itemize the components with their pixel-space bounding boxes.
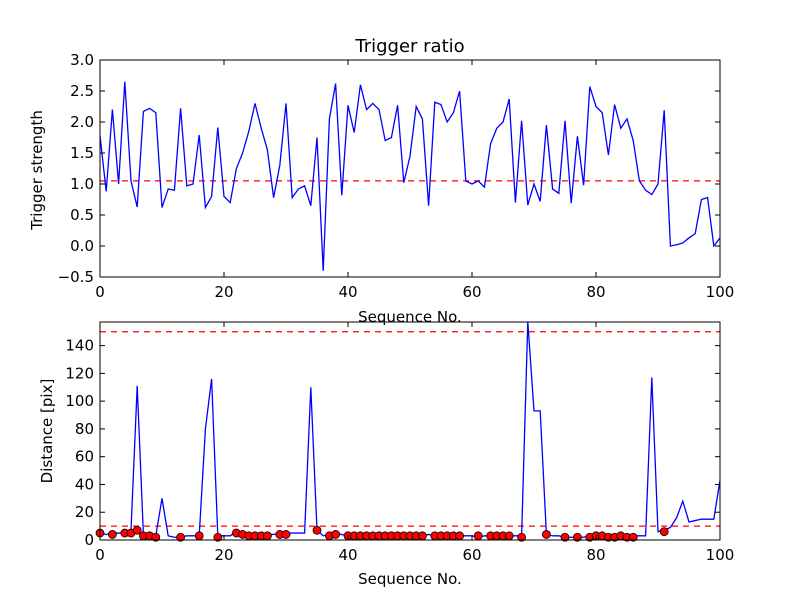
top-x-tick-label: 40 xyxy=(338,283,357,301)
bottom-marker-point xyxy=(281,530,291,539)
bottom-marker-point xyxy=(560,532,570,542)
bottom-y-tick-label: 20 xyxy=(75,503,94,521)
bottom-marker-point xyxy=(517,532,526,542)
bottom-marker-point xyxy=(176,532,186,542)
bottom-y-axis-label: Distance [pix] xyxy=(38,379,56,484)
bottom-axes: 0 20 40 60 80 100 0 20 40 60 80 100 120 140 xyxy=(65,321,735,564)
bottom-x-tick-label: 60 xyxy=(462,546,481,564)
top-chart-title: Trigger ratio xyxy=(354,36,464,57)
top-frame xyxy=(99,59,721,278)
bottom-marker-point xyxy=(132,525,142,535)
bottom-marker-point xyxy=(151,532,161,542)
bottom-y-tick-label: 0 xyxy=(84,531,94,549)
bottom-frame xyxy=(99,321,721,541)
bottom-y-tick-label: 100 xyxy=(65,392,94,410)
bottom-y-tick-label: 80 xyxy=(75,420,94,438)
bottom-y-tick-label: 60 xyxy=(75,448,94,466)
bottom-markers xyxy=(95,525,669,542)
top-x-tick-label: 20 xyxy=(214,283,233,301)
bottom-panel: 0 20 40 60 80 100 0 20 40 60 80 100 120 140 Sequence … xyxy=(38,321,735,588)
top-y-tick-label: 0.0 xyxy=(70,237,94,255)
bottom-marker-point xyxy=(194,531,204,541)
top-plot-area xyxy=(100,81,720,271)
bottom-y-tick-label: 120 xyxy=(65,364,94,382)
top-x-tick-label: 80 xyxy=(586,283,605,301)
bottom-marker-point xyxy=(312,525,322,535)
bottom-x-tick-label: 20 xyxy=(214,546,233,564)
bottom-x-tick-label: 0 xyxy=(95,546,105,564)
bottom-marker-point xyxy=(213,532,223,542)
bottom-y-tick-label: 40 xyxy=(75,475,94,493)
top-y-tick-label: 1.5 xyxy=(70,144,94,162)
bottom-marker-point xyxy=(455,531,465,541)
bottom-plot-area xyxy=(95,322,720,542)
bottom-x-tick-label: 40 xyxy=(338,546,357,564)
bottom-marker-point xyxy=(659,527,669,537)
bottom-y-tick-label: 140 xyxy=(65,337,94,355)
bottom-marker-point xyxy=(504,531,514,541)
top-y-tick-label: 0.5 xyxy=(70,206,94,224)
bottom-marker-point xyxy=(473,531,483,541)
top-x-tick-label: 60 xyxy=(462,283,481,301)
bottom-marker-point xyxy=(573,532,582,542)
bottom-x-tick-label: 100 xyxy=(706,546,735,564)
top-x-axis-label: Sequence No. xyxy=(358,308,462,326)
top-y-tick-label: 2.0 xyxy=(70,113,94,131)
bottom-x-tick-label: 80 xyxy=(586,546,605,564)
bottom-marker-point xyxy=(628,532,638,542)
bottom-marker-point xyxy=(262,531,272,541)
bottom-x-axis-label: Sequence No. xyxy=(358,570,462,588)
top-y-tick-label: 2.5 xyxy=(70,82,94,100)
top-clip-group xyxy=(100,81,720,271)
top-y-tick-label: 1.0 xyxy=(70,175,94,193)
top-axes: 0 20 40 60 80 100 −0.5 0.0 0.5 1.0 1.5 2.0 2.5 3.0 xyxy=(58,51,735,301)
top-y-tick-label: 3.0 xyxy=(70,51,94,69)
top-x-tick-label: 100 xyxy=(706,283,735,301)
top-panel: Trigger ratio 0 20 40 60 80 100 −0.5 0.0 0.5 1.0 1… xyxy=(28,36,734,326)
top-y-tick-label: −0.5 xyxy=(58,268,94,286)
bottom-marker-point xyxy=(542,530,551,539)
bottom-marker-point xyxy=(417,531,427,541)
bottom-marker-point xyxy=(108,530,117,539)
top-series-line-0 xyxy=(100,81,720,271)
bottom-marker-point xyxy=(331,530,341,539)
top-y-axis-label: Trigger strength xyxy=(28,110,46,231)
top-x-tick-label: 0 xyxy=(95,283,105,301)
